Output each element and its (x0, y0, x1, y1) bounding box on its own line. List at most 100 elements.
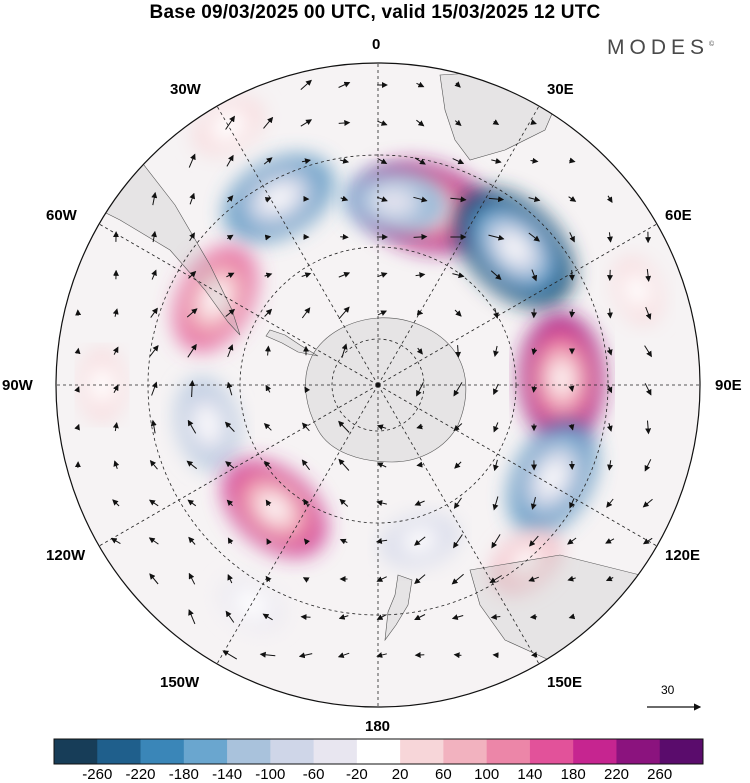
wind-arrow (226, 381, 233, 396)
anomaly-center-7 (177, 378, 239, 470)
wind-arrow (264, 197, 272, 203)
wind-arrow (338, 271, 351, 278)
lon-label-30e: 30E (547, 81, 574, 98)
wind-arrow (606, 498, 614, 508)
wind-arrow (493, 307, 499, 319)
wind-arrow (529, 535, 539, 547)
colorbar-tick-label: 260 (647, 766, 673, 783)
wind-arrow (569, 157, 576, 164)
wind-arrow (266, 538, 272, 545)
wind-arrow (377, 120, 388, 126)
wind-arrow (301, 422, 310, 432)
wind-arrow (189, 380, 196, 398)
wind-arrow (645, 306, 652, 320)
lon-label-0: 0 (372, 36, 381, 53)
wind-arrow (186, 460, 198, 470)
lon-label-150w: 150W (160, 674, 200, 691)
wind-arrow (606, 385, 613, 394)
wind-arrow (453, 423, 463, 432)
wind-arrow (492, 119, 500, 126)
wind-arrow (644, 383, 652, 396)
wind-arrow (339, 538, 348, 545)
colorbar-tick-label: 220 (603, 766, 630, 783)
colorbar-tick-label: -180 (168, 766, 199, 783)
wind-arrow (338, 306, 350, 320)
wind-arrow (148, 499, 159, 507)
wind-arrow (338, 420, 350, 433)
anomaly-contour (204, 284, 227, 313)
wind-arrow (188, 572, 196, 585)
anomaly-center-5 (225, 156, 333, 241)
colorbar-cell (140, 739, 185, 764)
wind-arrow (301, 158, 311, 165)
wind-arrow (265, 384, 272, 393)
wind-arrow (225, 461, 235, 469)
wind-arrow (493, 345, 499, 357)
wind-arrow (225, 115, 235, 130)
brand-logo: MODES© (607, 36, 714, 60)
antarctica-landmass (305, 317, 467, 463)
wind-arrow (189, 232, 195, 242)
wind-arrow (414, 614, 426, 620)
colorbar-cell (356, 739, 401, 764)
wind-arrow (151, 381, 158, 396)
wind-arrow (644, 459, 652, 472)
wind-arrow (489, 575, 502, 584)
wind-arrow (149, 460, 158, 470)
wind-arrow (529, 613, 538, 620)
brand-name: MODES (607, 36, 710, 59)
wind-arrow (149, 573, 159, 585)
lon-label-30w: 30W (170, 81, 201, 98)
wind-arrow (150, 419, 157, 434)
wind-arrow (227, 537, 234, 545)
map-title: Base 09/03/2025 00 UTC, valid 15/03/2025… (149, 2, 601, 23)
wind-arrow (607, 460, 614, 471)
wind-arrow (377, 158, 388, 164)
wind-arrow (568, 385, 575, 392)
wind-arrow (528, 576, 539, 582)
wind-arrow (301, 307, 311, 319)
wind-arrow (226, 154, 234, 167)
wind-arrow (227, 344, 234, 358)
colorbar-tick-label: 20 (391, 766, 409, 783)
wind-arrow (569, 498, 575, 509)
wind-arrow (413, 233, 428, 240)
wind-arrow (493, 383, 499, 396)
colorbar-tick-label: 100 (474, 766, 500, 783)
wind-arrow (453, 497, 462, 509)
wind-arrow (491, 534, 501, 549)
map-border (55, 62, 701, 708)
wind-arrow (189, 192, 196, 205)
wind-arrow (568, 196, 577, 202)
wind-arrow (264, 308, 273, 317)
wind-arrow (415, 272, 426, 279)
wind-arrow (416, 81, 425, 88)
wind-arrow (377, 272, 388, 278)
colorbar-tick-label: -20 (346, 766, 368, 783)
latitude-circle (331, 338, 425, 432)
wind-arrow (493, 422, 499, 433)
wind-arrow (644, 345, 652, 358)
colorbar-tick-label: 140 (517, 766, 543, 783)
wind-arrow (488, 234, 505, 241)
wind-arrow (567, 537, 577, 545)
wind-arrow (338, 613, 349, 620)
anomaly-center-8 (223, 460, 326, 556)
wind-arrow (224, 421, 235, 432)
wind-arrow (569, 270, 575, 281)
anomaly-center-4 (344, 169, 444, 234)
wind-arrow (265, 575, 272, 583)
wind-arrow (226, 499, 234, 507)
wind-arrow (414, 536, 426, 546)
wind-arrow (227, 573, 233, 584)
wind-arrow (300, 79, 312, 90)
wind-arrow (606, 308, 613, 319)
wind-arrow (112, 384, 119, 393)
wind-arrow (186, 308, 198, 318)
wind-arrow (416, 382, 424, 397)
wind-arrow (530, 496, 537, 510)
colorbar-cell (400, 739, 444, 764)
wind-arrow (222, 650, 238, 660)
wind-arrow (488, 196, 505, 203)
colorbar-tick-label: -260 (82, 766, 113, 783)
